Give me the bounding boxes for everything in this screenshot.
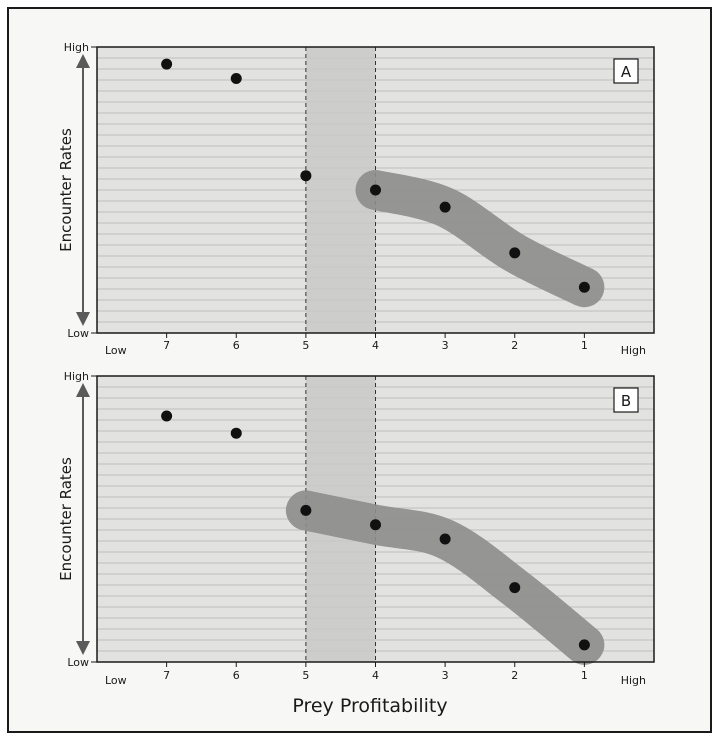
panel-a-data-point <box>509 247 521 259</box>
panel-b-label: B <box>621 392 631 410</box>
x-axis-label: Prey Profitability <box>292 695 447 717</box>
panel-b-x-end-label-high: High <box>621 674 646 687</box>
panel-b-data-point <box>578 639 590 651</box>
panel-b-x-tick-label: 6 <box>233 669 240 682</box>
panel-a-data-point <box>230 72 242 84</box>
panel-b-data-point <box>370 519 381 531</box>
panel-b-x-tick-label: 4 <box>372 669 379 682</box>
panel-a-highlight-curve <box>355 170 605 308</box>
panel-b-x-tick-label: 7 <box>163 669 170 682</box>
panel-a-y-tick-label-high: High <box>64 41 89 54</box>
panel-b-x-tick-label: 1 <box>581 669 588 682</box>
panel-a-data-point <box>370 184 381 196</box>
panel-a-label: A <box>621 63 632 81</box>
panel-a-data-point <box>439 201 451 213</box>
panel-b-x-tick-label: 3 <box>442 669 449 682</box>
panel-b-data-point <box>509 582 521 594</box>
panel-a-data-point <box>578 281 590 293</box>
panel-b-y-tick-label-high: High <box>64 370 89 383</box>
panel-b-data-point <box>300 504 312 516</box>
panel-a-x-tick-label: 4 <box>372 339 379 352</box>
panel-b-x-end-label-low: Low <box>105 674 127 687</box>
panel-a-data-point <box>161 58 173 70</box>
panel-a-y-tick-label-low: Low <box>67 327 89 340</box>
panel-b-x-tick-label: 5 <box>302 669 309 682</box>
panel-a-x-tick-label: 6 <box>233 339 240 352</box>
panel-a-x-tick-label: 1 <box>581 339 588 352</box>
panel-b-label-box <box>613 387 639 413</box>
panel-a-x-tick-label: 2 <box>511 339 518 352</box>
panel-a-x-end-label-low: Low <box>105 344 127 357</box>
panel-b-data-point <box>230 427 242 439</box>
panel-b-y-axis-label: Encounter Rates <box>57 457 75 581</box>
panel-b-data-point <box>439 533 451 545</box>
panel-a-x-tick-label: 7 <box>163 339 170 352</box>
panel-b-data-point <box>161 410 173 422</box>
panel-a-data-point <box>300 170 312 182</box>
panel-b-y-tick-label-low: Low <box>67 656 89 669</box>
panel-a-y-axis-label: Encounter Rates <box>57 128 75 252</box>
panel-a-label-box <box>613 58 639 84</box>
panel-b-x-tick-label: 2 <box>511 669 518 682</box>
panel-a-x-tick-label: 5 <box>302 339 309 352</box>
panel-a-x-tick-label: 3 <box>442 339 449 352</box>
panel-a-x-end-label-high: High <box>621 344 646 357</box>
